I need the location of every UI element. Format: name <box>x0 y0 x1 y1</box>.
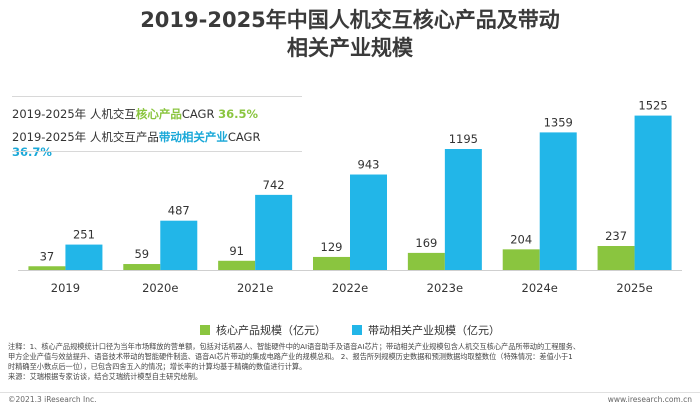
bar-related-2020e <box>160 220 198 270</box>
x-tick-label-2024e: 2024e <box>522 281 558 295</box>
cagr-bottom-rule <box>12 151 302 152</box>
bar-related-2021e <box>255 194 293 270</box>
cagr-related: 2019-2025年 人机交互产品带动相关产业CAGR 36.7% <box>12 129 302 159</box>
data-label-related-2023e: 1195 <box>449 132 478 146</box>
cagr-core-value: 36.5% <box>218 107 259 121</box>
bar-related-2025e <box>634 115 672 270</box>
bar-core-2021e <box>218 260 256 270</box>
title-line-2: 相关产业规模 <box>287 36 413 60</box>
legend-swatch-core <box>200 325 210 335</box>
bar-related-2024e <box>539 132 577 270</box>
bar-chart: 37 251 2019 59 487 2020e 91 742 2021e 129 943 2022e… <box>18 99 682 295</box>
x-tick-label-2022e: 2022e <box>332 281 368 295</box>
data-label-related-2020e: 487 <box>168 204 190 218</box>
data-label-core-2019: 37 <box>40 249 55 263</box>
legend-item-related: 带动相关产业规模（亿元） <box>352 322 500 338</box>
x-tick-label-2019: 2019 <box>51 281 80 295</box>
bar-core-2025e <box>597 246 635 270</box>
x-tick-label-2025e: 2025e <box>616 281 652 295</box>
footnote-line-4: 来源：艾瑞根据专家访谈，结合艾瑞统计模型自主研究绘制。 <box>8 372 203 381</box>
data-label-core-2021e: 91 <box>229 244 244 258</box>
data-label-core-2020e: 59 <box>134 247 149 261</box>
cagr-related-value: 36.7% <box>12 145 52 159</box>
x-tick-label-2023e: 2023e <box>427 281 463 295</box>
data-label-core-2024e: 204 <box>510 232 532 246</box>
legend-item-core: 核心产品规模（亿元） <box>200 322 326 338</box>
bar-core-2023e <box>407 252 445 270</box>
legend: 核心产品规模（亿元） 带动相关产业规模（亿元） <box>0 322 700 338</box>
data-label-core-2022e: 129 <box>321 240 343 254</box>
legend-label-related: 带动相关产业规模（亿元） <box>368 324 500 337</box>
cagr-related-prefix: 2019-2025年 人机交互产品 <box>12 130 159 144</box>
cagr-related-suffix: CAGR <box>227 130 261 144</box>
x-tick-label-2021e: 2021e <box>237 281 273 295</box>
footnote-line-2: 甲方企业产值与效益提升、语音技术带动的智能硬件制造、语音AI芯片带动的集成电路产… <box>8 352 573 361</box>
bar-related-2023e <box>444 149 482 270</box>
footer-website: www.iresearch.com.cn <box>607 395 692 404</box>
data-label-core-2025e: 237 <box>605 229 627 243</box>
bar-related-2019 <box>65 244 103 270</box>
cagr-top-rule <box>12 96 302 97</box>
bar-core-2022e <box>313 256 350 270</box>
bar-core-2019 <box>28 266 66 270</box>
footer-copyright: ©2021.3 iResearch Inc. <box>8 395 97 404</box>
footer: ©2021.3 iResearch Inc. www.iresearch.com… <box>0 392 700 407</box>
footnote-line-1: 注释：1、核心产品规模统计口径为当年市场释放的营单额，包括对话机器人、智能硬件中… <box>8 342 581 351</box>
cagr-core-suffix: CAGR <box>181 107 215 121</box>
chart-title: 2019-2025年中国人机交互核心产品及带动 相关产业规模 <box>0 6 700 62</box>
cagr-core-prefix: 2019-2025年 人机交互 <box>12 107 136 121</box>
bar-core-2024e <box>502 249 540 270</box>
bar-related-2022e <box>350 174 387 270</box>
cagr-core-highlight: 核心产品 <box>135 107 182 121</box>
legend-swatch-related <box>352 325 362 335</box>
data-label-related-2025e: 1525 <box>638 99 667 113</box>
legend-label-core: 核心产品规模（亿元） <box>216 324 326 337</box>
footnote-line-3: 时精确至小数点后一位），已包含四舍五入的情况；增长率的计算均基于精确的数值进行计… <box>8 362 307 371</box>
x-tick-label-2020e: 2020e <box>142 281 178 295</box>
data-label-related-2022e: 943 <box>358 158 380 172</box>
title-line-1: 2019-2025年中国人机交互核心产品及带动 <box>140 8 560 32</box>
data-label-related-2019: 251 <box>73 228 95 242</box>
data-label-related-2024e: 1359 <box>544 115 573 129</box>
footnote: 注释：1、核心产品规模统计口径为当年市场释放的营单额，包括对话机器人、智能硬件中… <box>8 342 696 382</box>
cagr-related-highlight: 带动相关产业 <box>158 130 228 144</box>
bar-core-2020e <box>123 264 161 270</box>
data-label-related-2021e: 742 <box>263 178 285 192</box>
cagr-core: 2019-2025年 人机交互核心产品CAGR 36.5% <box>12 106 302 122</box>
data-label-core-2023e: 169 <box>415 236 437 250</box>
